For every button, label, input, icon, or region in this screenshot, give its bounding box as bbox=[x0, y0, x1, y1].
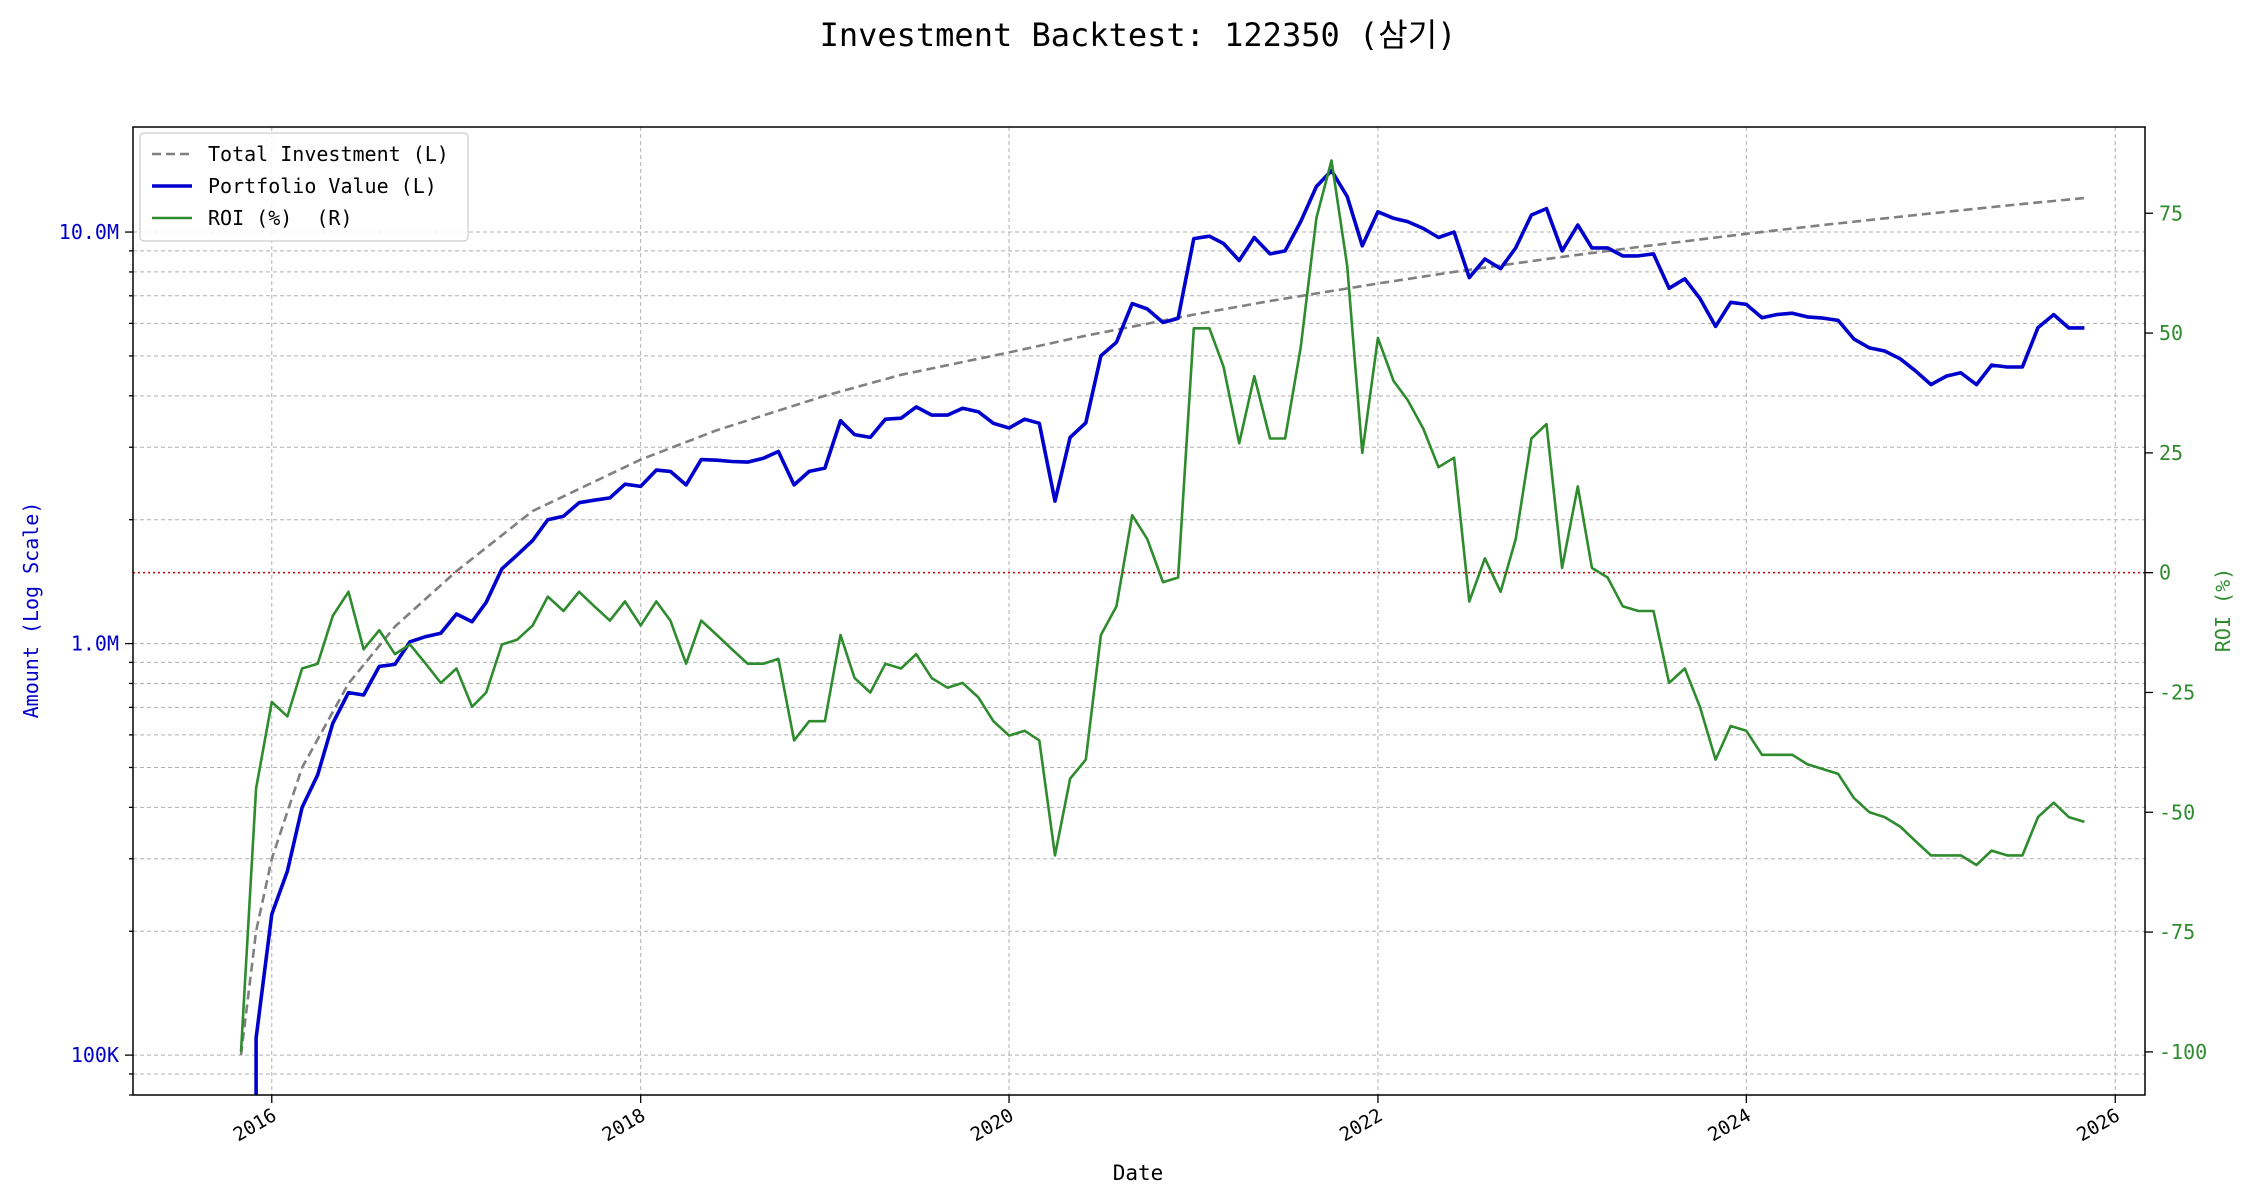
investment-line bbox=[239, 196, 2085, 1056]
x-tick-label: 2022 bbox=[1336, 1104, 1387, 1146]
roi-line bbox=[239, 159, 2085, 1052]
right-y-axis-label: ROI (%) bbox=[2211, 568, 2235, 652]
plot-frame bbox=[132, 126, 2146, 1096]
x-tick-label: 2020 bbox=[967, 1104, 1018, 1146]
right-tick-label: 25 bbox=[2159, 441, 2183, 465]
right-tick-label: -75 bbox=[2159, 920, 2195, 944]
legend: Total Investment (L) Portfolio Value (L) R… bbox=[139, 132, 469, 242]
right-tick-label: 50 bbox=[2159, 321, 2183, 345]
x-tick-label: 2018 bbox=[599, 1104, 650, 1146]
right-tick-label: -25 bbox=[2159, 680, 2195, 704]
right-tick-label: -100 bbox=[2159, 1040, 2207, 1064]
grid-layer bbox=[133, 127, 2145, 1096]
x-tick-label: 2024 bbox=[1704, 1104, 1755, 1146]
right-tick-label: 0 bbox=[2159, 561, 2171, 585]
left-tick-label: 1.0M bbox=[71, 632, 119, 656]
left-tick-label: 100K bbox=[71, 1043, 119, 1067]
portfolio-line bbox=[254, 168, 2085, 1095]
left-y-axis-label: Amount (Log Scale) bbox=[19, 502, 43, 719]
ticks-layer: 2016 2018 2020 2022 2024 2026 100K 1.0M 10.0M -10… bbox=[59, 201, 2207, 1146]
x-axis-label: Date bbox=[1113, 1161, 1164, 1185]
legend-label-roi: ROI (%) (R) bbox=[208, 206, 353, 230]
legend-box bbox=[139, 132, 469, 242]
x-tick-label: 2026 bbox=[2073, 1104, 2124, 1146]
left-tick-label: 10.0M bbox=[59, 220, 119, 244]
chart-title: Investment Backtest: 122350 (삼기) bbox=[820, 16, 1457, 54]
legend-label-portfolio: Portfolio Value (L) bbox=[208, 174, 437, 198]
legend-label-investment: Total Investment (L) bbox=[208, 142, 449, 166]
right-tick-label: 75 bbox=[2159, 201, 2183, 225]
x-tick-label: 2016 bbox=[230, 1104, 281, 1146]
series-layer bbox=[239, 159, 2085, 1095]
right-tick-label: -50 bbox=[2159, 800, 2195, 824]
